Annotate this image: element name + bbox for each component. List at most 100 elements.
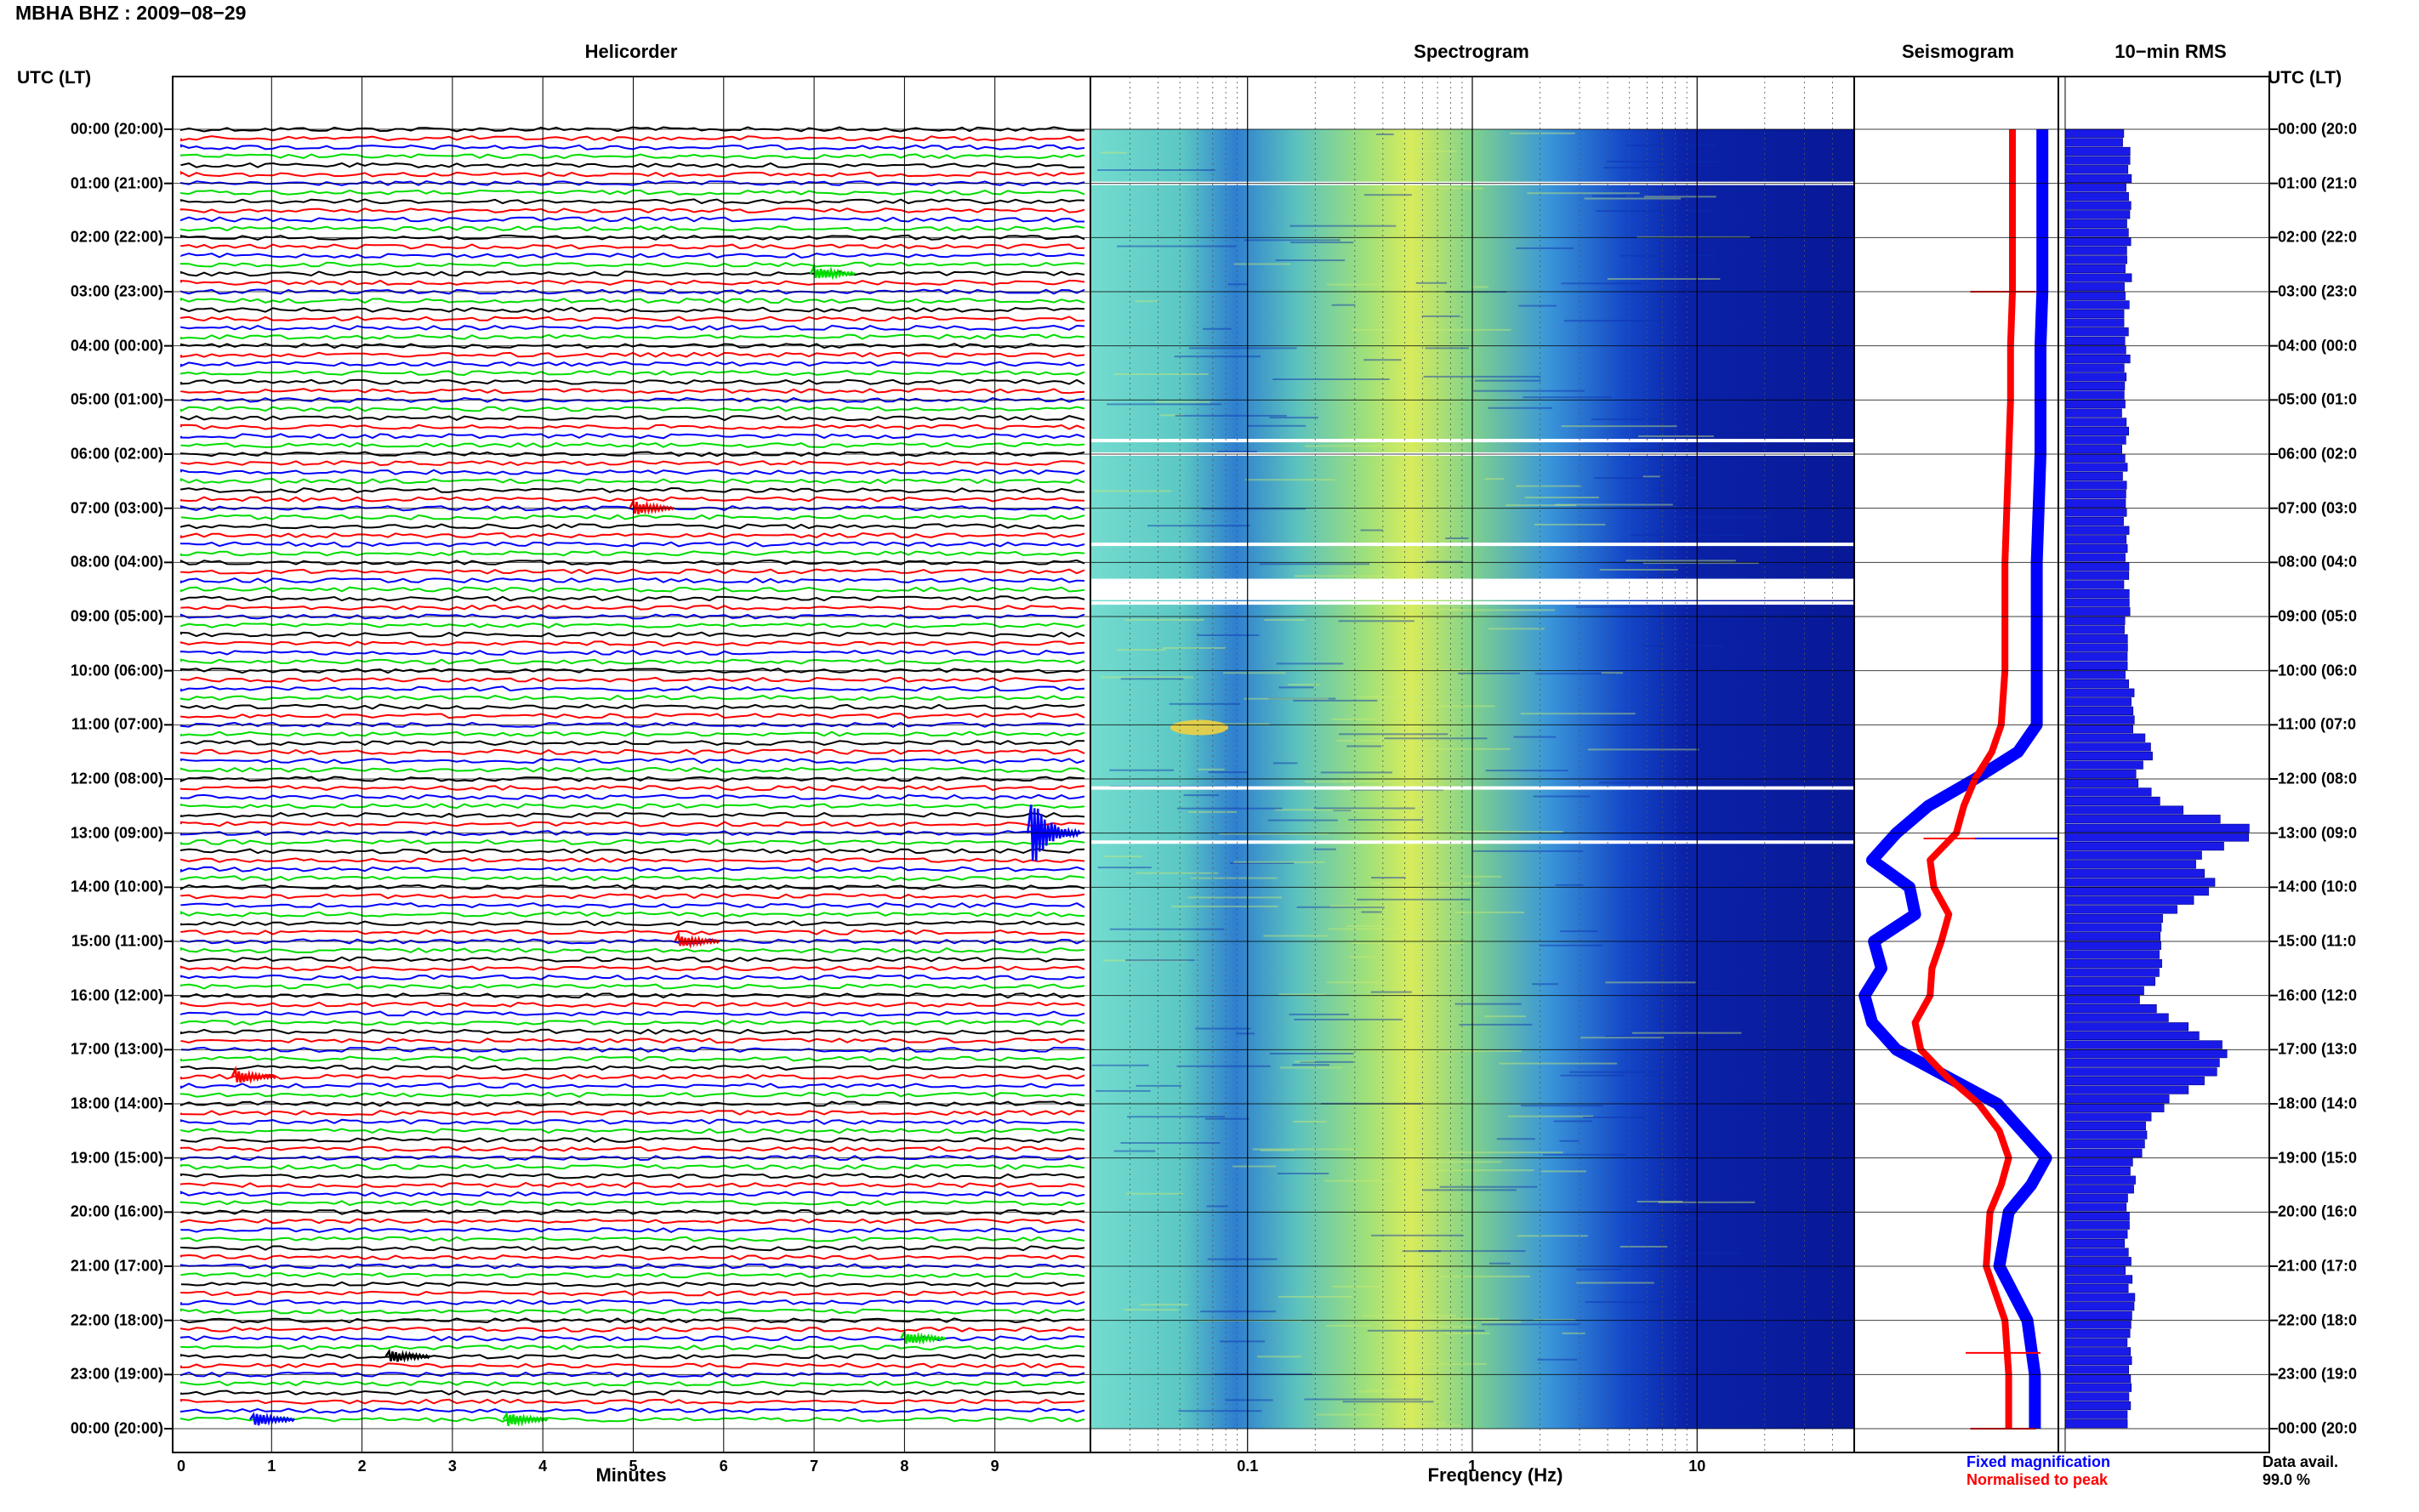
spectrogram-texture (1333, 810, 1352, 811)
rms-bar (2064, 408, 2122, 418)
rms-bar (2064, 372, 2127, 382)
frequency-tick-label: 0.1 (1237, 1458, 1259, 1475)
spectrogram-texture (1513, 736, 1557, 738)
rms-bar (2064, 607, 2131, 617)
rms-bar (2064, 1220, 2130, 1230)
rms-bar (2064, 399, 2126, 409)
spectrogram-texture (1598, 782, 1670, 784)
time-tick-label-right: 18:00 (14:0 (2278, 1094, 2358, 1112)
helicorder-trace (180, 1344, 1085, 1351)
helicorder-trace (180, 676, 1085, 683)
rms-bar (2064, 1212, 2130, 1221)
spectrogram-texture (1394, 451, 1419, 453)
helicorder-trace (180, 793, 1085, 800)
spectrogram-texture (1096, 1089, 1151, 1092)
helicorder-trace (180, 378, 1085, 385)
helicorder-trace (180, 180, 1085, 187)
rms-title: 10−min RMS (2114, 41, 2227, 62)
helicorder-trace (180, 1055, 1085, 1062)
rms-bar (2064, 553, 2126, 562)
helicorder-trace (180, 758, 1085, 765)
time-tick-label: 10:00 (06:00) (70, 662, 163, 679)
spectrogram-texture (1559, 1140, 1579, 1142)
spectrogram-texture (1366, 1389, 1423, 1391)
helicorder-trace (180, 207, 1085, 213)
spectrogram-texture (1539, 944, 1603, 946)
time-tick-label: 22:00 (18:00) (70, 1311, 163, 1329)
spectrogram-texture (1619, 1246, 1668, 1248)
rms-bar (2064, 1022, 2188, 1032)
spectrogram-texture (1587, 748, 1699, 751)
spectrogram-texture (1324, 1179, 1426, 1182)
helicorder-trace (180, 821, 1085, 827)
spectrogram-texture (1183, 794, 1219, 797)
helicorder-trace (180, 469, 1085, 475)
spectrogram-texture (1136, 1084, 1182, 1087)
helicorder-trace (180, 1091, 1085, 1098)
spectrogram-texture (1371, 877, 1406, 879)
helicorder-trace (180, 1362, 1085, 1369)
spectrogram-texture (1264, 619, 1306, 621)
spectrogram-texture (1472, 850, 1583, 852)
spectrogram-texture (1595, 210, 1713, 213)
helicorder-trace (180, 406, 1085, 412)
spectrogram-texture (1434, 1424, 1462, 1427)
time-tick-label: 07:00 (03:00) (70, 499, 163, 517)
rms-bar (2064, 715, 2135, 725)
spectrogram-texture (1267, 819, 1338, 821)
spectrogram-texture (1421, 315, 1460, 317)
spectrogram-texture (1120, 1142, 1221, 1144)
rms-bar (2064, 796, 2160, 806)
helicorder-trace (180, 441, 1085, 448)
rms-bar (2064, 724, 2133, 734)
spectrogram-texture (1534, 673, 1617, 675)
spectrogram-texture (1346, 924, 1386, 927)
spectrogram-texture (1488, 406, 1553, 409)
spectrogram-texture (1155, 401, 1210, 403)
spectrogram-texture (1219, 833, 1329, 835)
time-tick-label: 12:00 (08:00) (70, 770, 163, 787)
minute-tick-label: 9 (990, 1458, 999, 1475)
rms-bar (2064, 905, 2177, 914)
spectrogram-texture (1296, 906, 1385, 908)
spectrogram-texture (1197, 634, 1260, 636)
spectrogram-texture (1439, 1185, 1538, 1188)
rms-bar (2064, 616, 2126, 625)
spectrogram-texture (1392, 1089, 1413, 1091)
spectrogram-texture (1278, 993, 1325, 996)
spectrogram-texture (1454, 1003, 1522, 1005)
spectrogram-texture (1269, 1053, 1354, 1054)
spectrogram-texture (1496, 1138, 1535, 1140)
spectrogram-texture (1410, 328, 1511, 331)
rms-bar (2064, 1302, 2135, 1311)
helicorder-trace (180, 297, 1085, 304)
minute-tick-label: 7 (810, 1458, 819, 1475)
spectrogram-texture (1631, 534, 1745, 537)
spectrogram-texture (1499, 1062, 1618, 1065)
helicorder-trace (180, 1118, 1085, 1125)
helicorder-event (629, 497, 675, 515)
minute-tick-label: 1 (267, 1458, 276, 1475)
spectrogram-texture (1415, 281, 1447, 284)
helicorder-frame (172, 76, 1091, 1453)
helicorder-panel (180, 77, 1085, 1452)
spectrogram-texture (1644, 196, 1716, 198)
helicorder-trace (180, 577, 1085, 584)
spectrogram-texture (1247, 424, 1306, 427)
helicorder-trace (180, 811, 1085, 818)
spectrogram-texture (1287, 684, 1320, 685)
helicorder-trace (180, 1083, 1085, 1089)
spectrogram-texture (1601, 672, 1624, 674)
spectrogram-texture (1101, 676, 1194, 679)
rms-bar (2064, 1383, 2132, 1392)
helicorder-trace (180, 216, 1085, 223)
spectrogram-texture (1472, 389, 1585, 392)
helicorder-trace (180, 486, 1085, 493)
helicorder-trace (180, 586, 1085, 593)
helicorder-trace (180, 1380, 1085, 1387)
helicorder-trace (180, 351, 1085, 358)
rms-bar (2064, 860, 2196, 869)
spectrogram-texture (1272, 762, 1298, 765)
rms-bar (2064, 1076, 2205, 1086)
spectrogram-texture (1109, 769, 1174, 771)
